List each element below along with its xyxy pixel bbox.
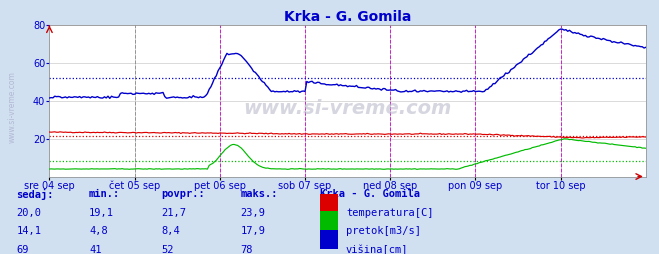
Text: www.si-vreme.com: www.si-vreme.com <box>8 71 17 142</box>
Title: Krka - G. Gomila: Krka - G. Gomila <box>284 10 411 24</box>
Text: 17,9: 17,9 <box>241 226 266 236</box>
Text: Krka - G. Gomila: Krka - G. Gomila <box>320 189 420 199</box>
Text: 19,1: 19,1 <box>89 208 114 218</box>
Text: 23,9: 23,9 <box>241 208 266 218</box>
Bar <box>320 194 338 212</box>
Text: višina[cm]: višina[cm] <box>346 245 409 254</box>
Text: maks.:: maks.: <box>241 189 278 199</box>
Bar <box>320 211 338 230</box>
Text: 4,8: 4,8 <box>89 226 107 236</box>
Text: temperatura[C]: temperatura[C] <box>346 208 434 218</box>
Text: 20,0: 20,0 <box>16 208 42 218</box>
Text: 41: 41 <box>89 245 101 254</box>
Text: 78: 78 <box>241 245 253 254</box>
Text: 14,1: 14,1 <box>16 226 42 236</box>
Text: 8,4: 8,4 <box>161 226 180 236</box>
Text: sedaj:: sedaj: <box>16 189 54 200</box>
Text: pretok[m3/s]: pretok[m3/s] <box>346 226 421 236</box>
Text: 69: 69 <box>16 245 29 254</box>
Text: www.si-vreme.com: www.si-vreme.com <box>243 99 452 118</box>
Text: 21,7: 21,7 <box>161 208 186 218</box>
Bar <box>320 230 338 249</box>
Text: povpr.:: povpr.: <box>161 189 205 199</box>
Text: min.:: min.: <box>89 189 120 199</box>
Text: 52: 52 <box>161 245 174 254</box>
